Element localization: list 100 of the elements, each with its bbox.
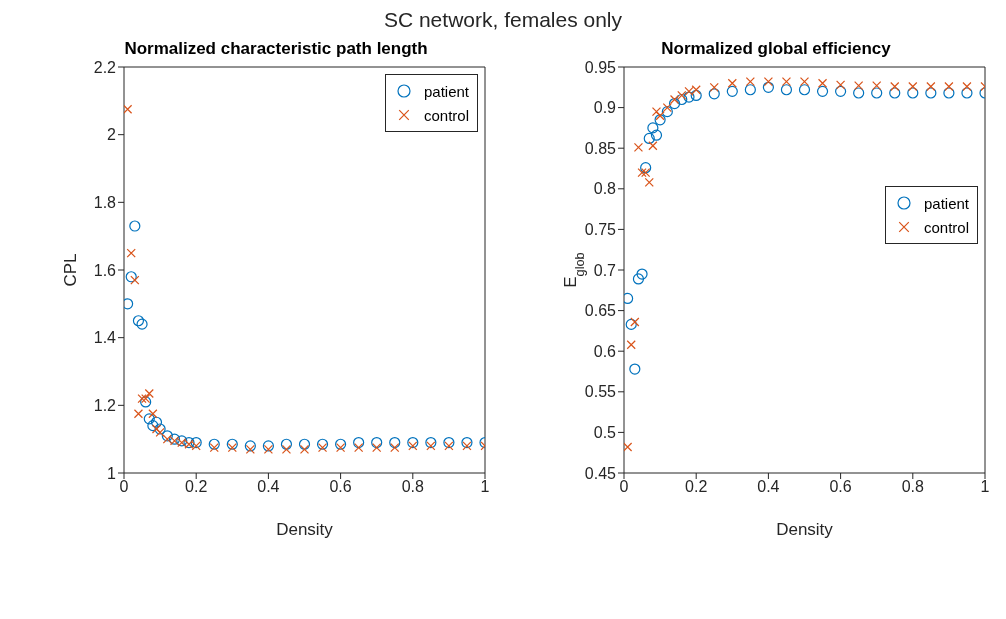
point (745, 77, 755, 87)
point (640, 162, 652, 174)
point (763, 77, 773, 87)
point (226, 438, 238, 450)
point (444, 441, 454, 451)
x-tick-label: 0.8 (401, 478, 425, 496)
x-axis-title: Density (276, 520, 334, 539)
y-tick-label: 0.95 (584, 58, 617, 76)
x-tick-label: 1 (480, 478, 490, 496)
point (263, 444, 273, 454)
point (630, 317, 640, 327)
point (633, 142, 644, 152)
point (227, 443, 237, 453)
point (661, 106, 673, 118)
point (654, 114, 666, 126)
point (744, 84, 756, 96)
x-tick-label: 0.8 (901, 478, 925, 496)
point (655, 111, 665, 121)
point (726, 85, 738, 97)
point (151, 424, 162, 434)
point (780, 84, 793, 96)
point (155, 427, 165, 437)
y-tick-label: 0.45 (584, 464, 617, 482)
point (650, 129, 663, 141)
point (651, 107, 662, 117)
point (299, 444, 310, 454)
point (890, 81, 900, 92)
point (390, 443, 400, 453)
point (799, 77, 810, 87)
x-axis-title: Density (776, 520, 834, 539)
y-tick-label: 0.55 (584, 383, 617, 401)
point (443, 436, 455, 449)
point (944, 81, 954, 92)
point (625, 318, 637, 330)
point (154, 423, 166, 435)
point (125, 271, 137, 283)
point (137, 393, 147, 404)
x-tick-label: 0.6 (829, 478, 852, 496)
y-tick-label: 2 (107, 126, 117, 144)
point (462, 441, 472, 451)
point (150, 416, 163, 428)
point (425, 436, 437, 449)
point (280, 438, 293, 450)
point (629, 363, 641, 375)
chart-title: Normalized characteristic path length (124, 39, 428, 58)
point (426, 441, 436, 451)
point (353, 436, 365, 449)
point (871, 87, 883, 99)
point (124, 104, 133, 114)
point (889, 87, 901, 99)
point (816, 85, 829, 97)
point (872, 81, 882, 91)
point (143, 413, 155, 425)
y-tick-label: 0.6 (593, 342, 617, 360)
point (908, 81, 918, 92)
point (316, 438, 329, 450)
point (669, 94, 680, 105)
point (925, 87, 937, 99)
x-tick-label: 0.4 (757, 478, 780, 496)
y-tick-label: 0.75 (584, 221, 617, 239)
point (208, 438, 220, 450)
point (836, 80, 846, 90)
x-tick-label: 0.2 (685, 478, 708, 496)
point (962, 81, 972, 92)
point (708, 88, 720, 100)
legend-label: patient (423, 82, 469, 100)
point (147, 420, 159, 432)
point (281, 444, 292, 454)
point (244, 440, 256, 452)
point (636, 268, 648, 280)
point (798, 84, 811, 96)
point (129, 220, 141, 232)
point (727, 78, 737, 88)
point (245, 444, 255, 454)
x-tick-label: 0 (119, 478, 129, 496)
y-tick-label: 0.85 (584, 139, 617, 157)
point (647, 122, 659, 134)
point (632, 273, 645, 285)
point (624, 442, 633, 452)
point (662, 103, 672, 113)
y-tick-label: 1.6 (93, 261, 117, 279)
point (961, 87, 973, 99)
x-tick-label: 0.6 (329, 478, 352, 496)
point (835, 85, 847, 97)
y-tick-label: 0.5 (593, 424, 617, 442)
point (133, 409, 144, 419)
point (389, 436, 401, 449)
point (124, 298, 134, 310)
point (926, 81, 936, 92)
point (853, 87, 865, 99)
x-tick-label: 0.4 (257, 478, 280, 496)
point (408, 441, 418, 451)
point (683, 91, 695, 103)
point (335, 438, 347, 450)
y-axis-title: CPL (61, 253, 80, 287)
y-tick-label: 0.8 (593, 180, 617, 198)
point (781, 77, 792, 87)
point (354, 443, 364, 453)
point (854, 81, 864, 91)
y-tick-label: 0.65 (584, 302, 617, 320)
